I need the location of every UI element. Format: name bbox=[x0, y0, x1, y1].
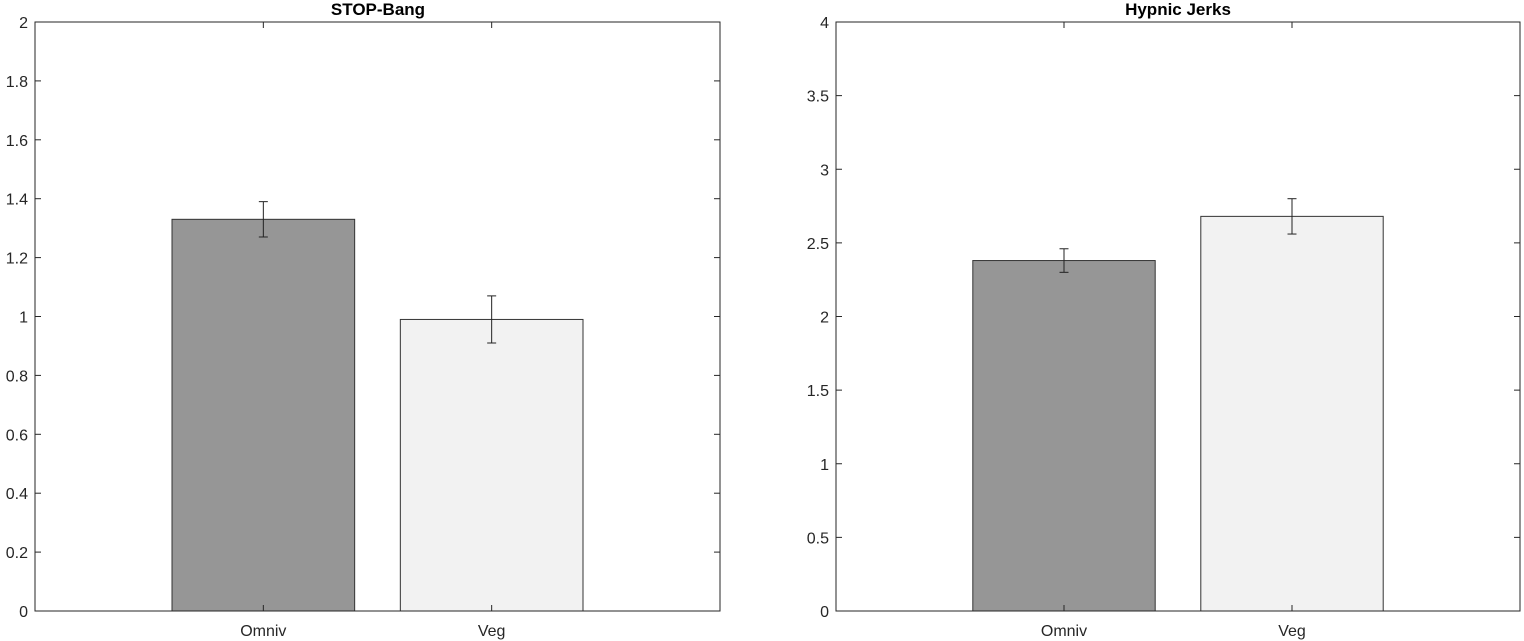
y-tick-label: 0.5 bbox=[807, 530, 829, 547]
error-bar-omniv bbox=[258, 201, 268, 238]
bar-omniv bbox=[171, 218, 356, 612]
y-tick-label: 2 bbox=[19, 15, 28, 32]
axes-box bbox=[835, 21, 1521, 612]
y-tick-label: 2.5 bbox=[807, 236, 829, 253]
x-tick-label-veg: Veg bbox=[1278, 623, 1306, 640]
chart-title: STOP-Bang bbox=[331, 0, 425, 19]
x-tick-label-omniv: Omniv bbox=[1041, 623, 1087, 640]
x-tick-label-veg: Veg bbox=[478, 623, 506, 640]
chart-title: Hypnic Jerks bbox=[1125, 0, 1231, 19]
y-tick-label: 1.4 bbox=[6, 192, 28, 209]
axes-box bbox=[34, 21, 721, 612]
x-tick-label-omniv: Omniv bbox=[240, 623, 286, 640]
y-tick-label: 1.2 bbox=[6, 251, 28, 268]
bar-veg bbox=[399, 318, 584, 612]
y-tick-label: 0.2 bbox=[6, 545, 28, 562]
y-tick-label: 1 bbox=[19, 310, 28, 327]
error-bar-omniv bbox=[1059, 248, 1069, 273]
y-tick-label: 0.6 bbox=[6, 427, 28, 444]
y-tick-label: 0.4 bbox=[6, 486, 28, 503]
y-tick-label: 3.5 bbox=[807, 89, 829, 106]
error-bar-veg bbox=[1287, 198, 1297, 235]
error-bar-veg bbox=[487, 295, 497, 344]
chart-panel-hypnic-jerks: Hypnic Jerks 0 0.5 1 1.5 2 2.5 3 3.5 4 Omniv Veg bbox=[807, 0, 1521, 640]
y-tick-label: 4 bbox=[820, 15, 829, 32]
y-tick-label: 1.5 bbox=[807, 383, 829, 400]
bar-omniv bbox=[972, 260, 1156, 612]
y-tick-label: 1 bbox=[820, 457, 829, 474]
y-tick-label: 0 bbox=[19, 604, 28, 621]
y-tick-label: 0 bbox=[820, 604, 829, 621]
y-tick-label: 1.6 bbox=[6, 133, 28, 150]
chart-panel-stop-bang: STOP-Bang 0 0.2 0.4 0.6 0.8 1 1.2 1.4 1.6 1.8 2 Omn… bbox=[6, 0, 721, 640]
bar-veg bbox=[1200, 215, 1384, 612]
y-tick-label: 3 bbox=[820, 162, 829, 179]
y-tick-label: 1.8 bbox=[6, 74, 28, 91]
y-tick-label: 0.8 bbox=[6, 368, 28, 385]
y-tick-label: 2 bbox=[820, 310, 829, 327]
